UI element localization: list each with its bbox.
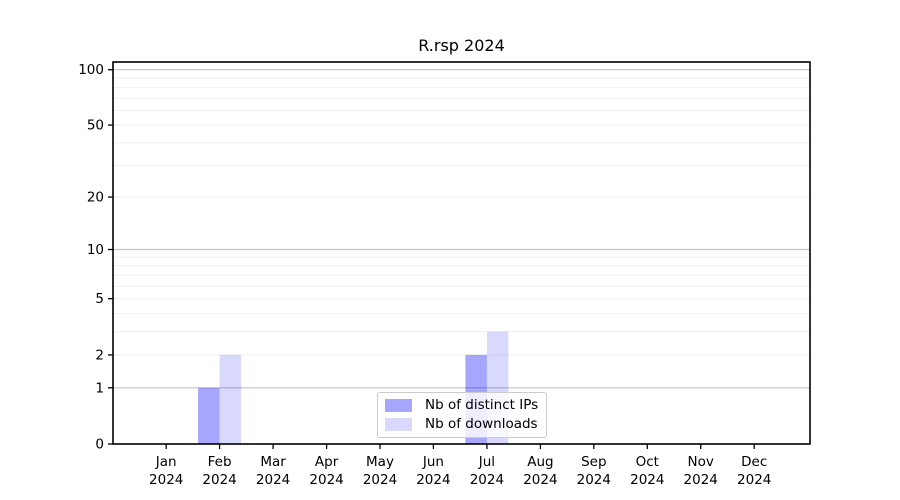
x-tick-year-jul: 2024	[470, 472, 504, 488]
x-tick-year-mar: 2024	[256, 472, 290, 488]
plot-border	[112, 61, 811, 445]
y-tick-label-1: 1	[95, 380, 104, 396]
x-tick-label-mar: Mar	[260, 454, 286, 470]
x-tick-label-may: May	[366, 454, 394, 470]
x-tick-year-apr: 2024	[309, 472, 343, 488]
legend: Nb of distinct IPs Nb of downloads	[377, 392, 548, 438]
x-tick-year-jan: 2024	[149, 472, 183, 488]
legend-label-distinct-ips: Nb of distinct IPs	[425, 397, 539, 413]
y-tick-label-50: 50	[87, 118, 104, 134]
x-tick-label-nov: Nov	[688, 454, 714, 470]
y-tick-label-100: 100	[78, 62, 104, 78]
legend-swatch-distinct-ips	[385, 399, 412, 412]
x-tick-label-jun: Jun	[422, 454, 444, 470]
legend-item-downloads: Nb of downloads	[385, 417, 538, 432]
x-tick-label-sep: Sep	[581, 454, 606, 470]
x-tick-year-may: 2024	[363, 472, 397, 488]
x-tick-label-jan: Jan	[155, 454, 177, 470]
legend-item-distinct-ips: Nb of distinct IPs	[385, 398, 538, 413]
x-tick-year-aug: 2024	[523, 472, 557, 488]
x-tick-year-dec: 2024	[737, 472, 771, 488]
x-tick-label-feb: Feb	[208, 454, 232, 470]
x-tick-year-oct: 2024	[630, 472, 664, 488]
y-tick-label-10: 10	[87, 242, 104, 258]
legend-label-downloads: Nb of downloads	[425, 416, 538, 432]
x-tick-year-jun: 2024	[416, 472, 450, 488]
x-tick-label-jul: Jul	[478, 454, 495, 470]
x-tick-year-sep: 2024	[577, 472, 611, 488]
y-tick-label-0: 0	[95, 437, 104, 453]
y-tick-label-20: 20	[87, 190, 104, 206]
bar-feb-nb-of-downloads	[219, 354, 242, 444]
x-tick-year-feb: 2024	[202, 472, 236, 488]
x-tick-label-aug: Aug	[527, 454, 553, 470]
bar-feb-nb-of-distinct-ips	[198, 387, 220, 444]
y-tick-label-2: 2	[95, 347, 104, 363]
chart-title: R.rsp 2024	[418, 36, 505, 55]
y-tick-label-5: 5	[95, 291, 104, 307]
x-tick-label-oct: Oct	[636, 454, 659, 470]
x-tick-label-dec: Dec	[741, 454, 767, 470]
x-tick-year-nov: 2024	[684, 472, 718, 488]
x-tick-label-apr: Apr	[315, 454, 339, 470]
legend-swatch-downloads	[385, 418, 412, 431]
